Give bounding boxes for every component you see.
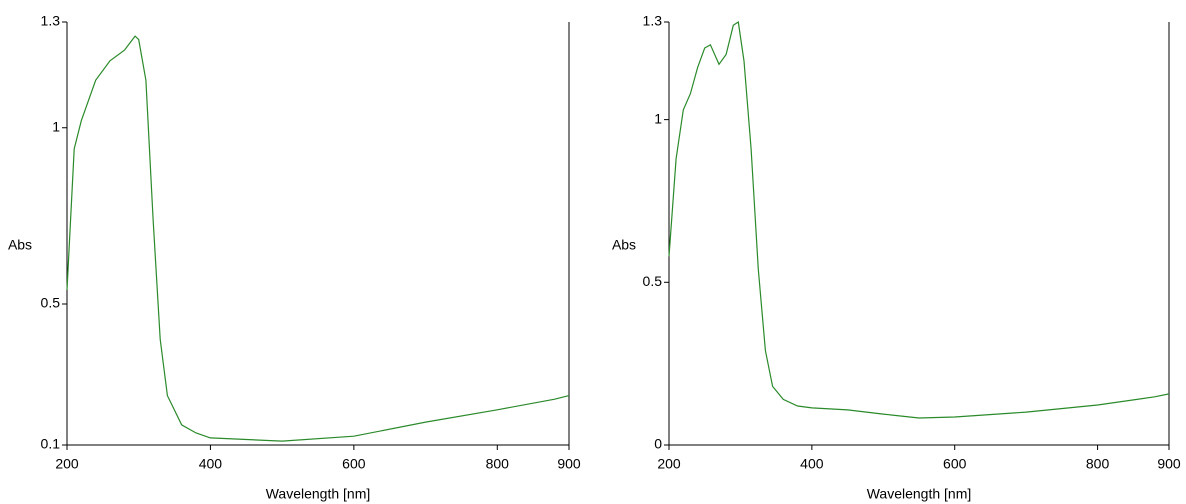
data-line (67, 36, 569, 441)
x-tick-label: 200 (657, 456, 681, 472)
x-tick-label: 800 (486, 456, 510, 472)
x-tick-label: 400 (199, 456, 223, 472)
x-tick-label: 900 (557, 456, 581, 472)
x-axis-label: Wavelength [nm] (266, 486, 371, 502)
x-tick-label: 600 (342, 456, 366, 472)
data-line (669, 22, 1169, 418)
y-tick-label: 1.3 (643, 13, 663, 29)
y-axis-label: Abs (612, 237, 636, 253)
y-tick-label: 1 (52, 118, 60, 134)
y-tick-label: 1 (654, 110, 662, 126)
x-tick-label: 600 (943, 456, 967, 472)
y-tick-label: 1.3 (41, 13, 61, 29)
y-tick-label: 0 (654, 436, 662, 452)
x-tick-label: 200 (55, 456, 79, 472)
x-tick-label: 400 (800, 456, 824, 472)
x-tick-label: 800 (1086, 456, 1110, 472)
y-tick-label: 0.1 (41, 436, 61, 452)
y-axis-label: Abs (8, 237, 32, 253)
x-axis-label: Wavelength [nm] (867, 486, 972, 502)
y-tick-label: 0.5 (41, 295, 61, 311)
y-tick-label: 0.5 (643, 273, 663, 289)
figure: 0.1 0.5 1 1.3 200 400 600 800 900 Wavelength [nm]… (0, 0, 1186, 504)
x-tick-label: 900 (1157, 456, 1181, 472)
